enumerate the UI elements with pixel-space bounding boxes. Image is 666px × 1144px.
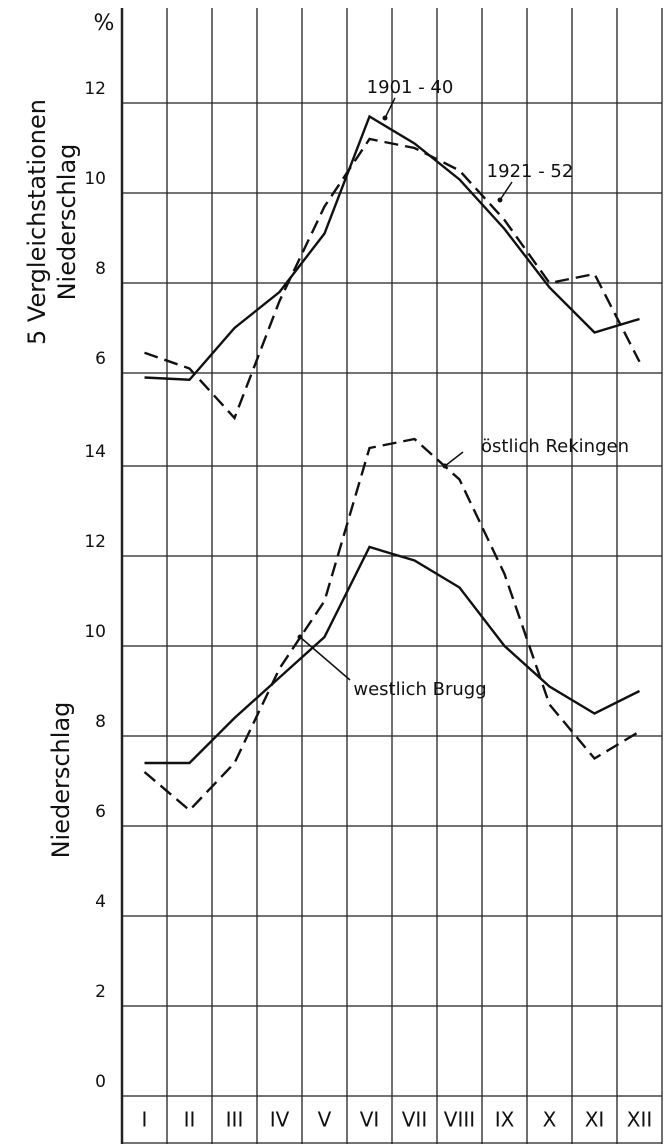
arrow bbox=[384, 97, 396, 119]
y-tick-label: 10 bbox=[84, 622, 106, 642]
line-series bbox=[144, 114, 640, 381]
unit-label: % bbox=[94, 11, 115, 36]
y-tick-label: 12 bbox=[84, 79, 106, 99]
x-tick-label: IV bbox=[270, 1108, 290, 1132]
x-tick-label: VIII bbox=[444, 1108, 475, 1132]
x-tick-label: X bbox=[543, 1108, 557, 1132]
y-tick-label: 2 bbox=[95, 982, 106, 1002]
line-series bbox=[143, 437, 641, 812]
x-tick-label: II bbox=[184, 1108, 196, 1132]
y-tick-label: 8 bbox=[95, 712, 106, 732]
y-tick-label: 6 bbox=[95, 349, 106, 369]
x-tick-label: III bbox=[226, 1108, 244, 1132]
arrow bbox=[299, 636, 351, 681]
x-tick-label: VII bbox=[402, 1108, 427, 1132]
series-label: 1901 - 40 bbox=[367, 77, 454, 98]
y-tick-label: 12 bbox=[84, 532, 106, 552]
y-axis-label: 5 Vergleichstationen bbox=[23, 99, 51, 345]
x-tick-label: XII bbox=[627, 1108, 653, 1132]
series-label: östlich Rekingen bbox=[481, 436, 629, 457]
x-tick-label: I bbox=[142, 1108, 148, 1132]
y-tick-label: 4 bbox=[95, 892, 106, 912]
arrow bbox=[444, 451, 464, 467]
series-label: westlich Brugg bbox=[353, 679, 486, 700]
series-label: 1921 - 52 bbox=[487, 161, 574, 182]
y-tick-label: 8 bbox=[95, 259, 106, 279]
line-series bbox=[144, 545, 641, 765]
y-axis-label: Niederschlag bbox=[47, 702, 75, 859]
x-tick-label: V bbox=[318, 1108, 332, 1132]
y-tick-label: 14 bbox=[84, 442, 106, 462]
arrow-head bbox=[442, 463, 448, 469]
y-tick-label: 0 bbox=[95, 1072, 106, 1092]
x-tick-label: XI bbox=[585, 1108, 605, 1132]
arrow bbox=[499, 181, 513, 201]
y-tick-label: 10 bbox=[84, 169, 106, 189]
arrow-head bbox=[497, 197, 503, 203]
y-tick-label: 6 bbox=[95, 802, 106, 822]
x-tick-label: IX bbox=[495, 1108, 515, 1132]
y-axis-label: Niederschlag bbox=[53, 144, 81, 301]
line-series bbox=[144, 137, 641, 421]
arrow-head bbox=[382, 115, 388, 121]
x-tick-label: VI bbox=[360, 1108, 380, 1132]
